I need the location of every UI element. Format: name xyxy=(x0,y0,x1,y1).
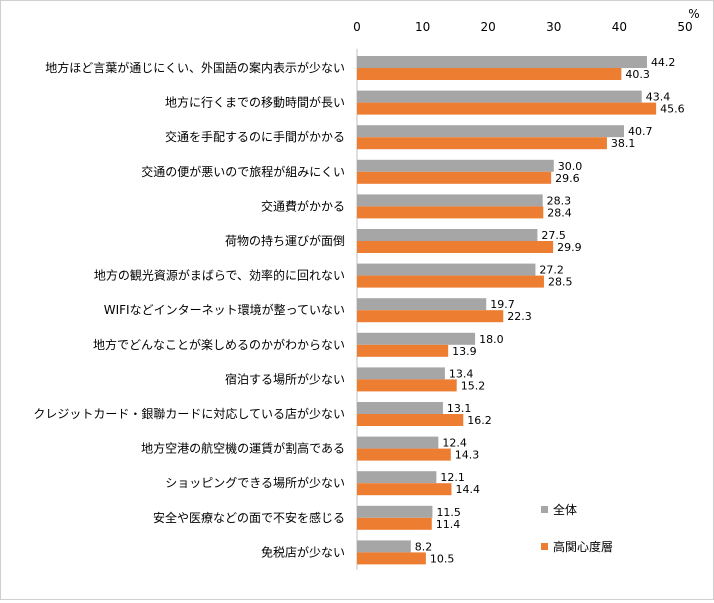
value-label-zentai: 43.4 xyxy=(646,91,671,104)
unit-label: % xyxy=(688,7,699,21)
category-label: 交通の便が悪いので旅程が組みにくい xyxy=(141,164,345,179)
bar-zentai xyxy=(357,229,538,241)
bar-high-interest xyxy=(357,379,457,392)
legend-label-zentai: 全体 xyxy=(553,502,577,517)
bar-zentai xyxy=(357,125,624,138)
value-label-high-interest: 40.3 xyxy=(625,68,650,81)
legend-swatch-high-interest xyxy=(541,543,548,550)
bar-high-interest xyxy=(357,68,622,80)
value-label-high-interest: 45.6 xyxy=(660,103,685,116)
bar-zentai xyxy=(357,56,647,68)
value-label-zentai: 30.0 xyxy=(558,160,583,173)
x-tick-label: 0 xyxy=(353,20,361,34)
category-label: 地方空港の航空機の運賃が割高である xyxy=(141,441,345,456)
category-label: WIFIなどインターネット環境が整っていない xyxy=(104,302,345,317)
value-label-high-interest: 29.6 xyxy=(555,172,580,185)
bar-zentai xyxy=(357,436,439,449)
bar-high-interest xyxy=(357,344,449,357)
bar-zentai xyxy=(357,332,476,345)
category-labels: 地方ほど言葉が通じにくい、外国語の案内表示が少ない地方に行くまでの移動時間が長い… xyxy=(33,60,345,559)
bar-high-interest xyxy=(357,448,451,461)
value-label-zentai: 13.4 xyxy=(449,367,474,380)
value-label-high-interest: 28.5 xyxy=(548,276,573,289)
bar-zentai xyxy=(357,159,554,172)
category-label: 荷物の持ち運びが面倒 xyxy=(225,233,345,248)
bar-zentai xyxy=(357,263,536,276)
value-label-zentai: 13.1 xyxy=(447,402,472,415)
value-label-high-interest: 10.5 xyxy=(430,552,455,565)
category-label: 地方の観光資源がまばらで、効率的に回れない xyxy=(94,268,345,283)
bar-high-interest xyxy=(357,137,607,150)
value-label-high-interest: 16.2 xyxy=(467,414,492,427)
value-label-high-interest: 29.9 xyxy=(557,241,582,254)
category-label: 免税店が少ない xyxy=(261,544,345,559)
category-label: ショッピングできる場所が少ない xyxy=(165,475,345,490)
value-label-zentai: 12.4 xyxy=(442,437,467,450)
value-label-zentai: 27.2 xyxy=(539,264,564,277)
value-label-high-interest: 14.3 xyxy=(455,449,480,462)
category-label: 地方ほど言葉が通じにくい、外国語の案内表示が少ない xyxy=(45,60,345,75)
category-label: 交通費がかかる xyxy=(261,198,345,213)
value-label-zentai: 44.2 xyxy=(651,56,676,69)
bar-high-interest xyxy=(357,552,426,565)
value-label-high-interest: 28.4 xyxy=(547,206,572,219)
category-label: 地方に行くまでの移動時間が長い xyxy=(165,95,345,110)
value-label-high-interest: 38.1 xyxy=(611,137,636,150)
bar-zentai xyxy=(357,540,411,553)
value-label-high-interest: 11.4 xyxy=(436,518,461,531)
bar-high-interest xyxy=(357,171,552,184)
value-label-zentai: 19.7 xyxy=(490,298,515,311)
bar-zentai xyxy=(357,505,433,518)
bar-high-interest xyxy=(357,102,657,115)
bar-zentai xyxy=(357,194,543,207)
bars xyxy=(357,56,657,565)
value-label-zentai: 27.5 xyxy=(541,229,566,242)
x-tick-label: 50 xyxy=(677,20,692,34)
value-label-zentai: 12.1 xyxy=(440,471,465,484)
bar-high-interest xyxy=(357,483,452,496)
value-label-zentai: 28.3 xyxy=(547,194,572,207)
value-label-high-interest: 13.9 xyxy=(452,345,477,358)
x-tick-label: 40 xyxy=(612,20,627,34)
category-label: 宿泊する場所が少ない xyxy=(225,371,345,386)
value-label-high-interest: 15.2 xyxy=(461,379,486,392)
bar-zentai xyxy=(357,471,437,484)
category-label: 交通を手配するのに手間がかかる xyxy=(165,129,345,144)
legend-swatch-zentai xyxy=(541,506,548,513)
value-label-zentai: 8.2 xyxy=(415,540,433,553)
category-label: 地方でどんなことが楽しめるのかがわからない xyxy=(93,337,345,352)
bar-high-interest xyxy=(357,275,544,288)
bar-zentai xyxy=(357,90,642,103)
value-label-zentai: 18.0 xyxy=(479,333,504,346)
legend-label-high-interest: 高関心度層 xyxy=(553,539,613,554)
value-label-high-interest: 22.3 xyxy=(507,310,531,323)
bar-high-interest xyxy=(357,414,464,426)
bar-high-interest xyxy=(357,206,544,219)
category-label: 安全や医療などの面で不安を感じる xyxy=(153,510,345,525)
category-label: クレジットカード・銀聯カードに対応している店が少ない xyxy=(33,406,345,421)
bar-high-interest xyxy=(357,310,504,323)
x-tick-label: 10 xyxy=(415,20,430,34)
bar-zentai xyxy=(357,298,487,311)
value-labels: 44.2 43.4 40.7 30.0 28.3 27.5 27.2 19.7 18.0 13.4… xyxy=(415,56,685,565)
bar-zentai xyxy=(357,402,443,414)
bar-high-interest xyxy=(357,241,554,253)
value-label-high-interest: 14.4 xyxy=(455,483,480,496)
value-label-zentai: 40.7 xyxy=(628,125,653,138)
bar-zentai xyxy=(357,367,445,380)
x-axis-ticks: 0 10 20 30 40 50 xyxy=(353,20,692,34)
value-label-zentai: 11.5 xyxy=(436,506,461,519)
x-tick-label: 20 xyxy=(481,20,496,34)
x-tick-label: 30 xyxy=(546,20,561,34)
bar-high-interest xyxy=(357,517,432,530)
